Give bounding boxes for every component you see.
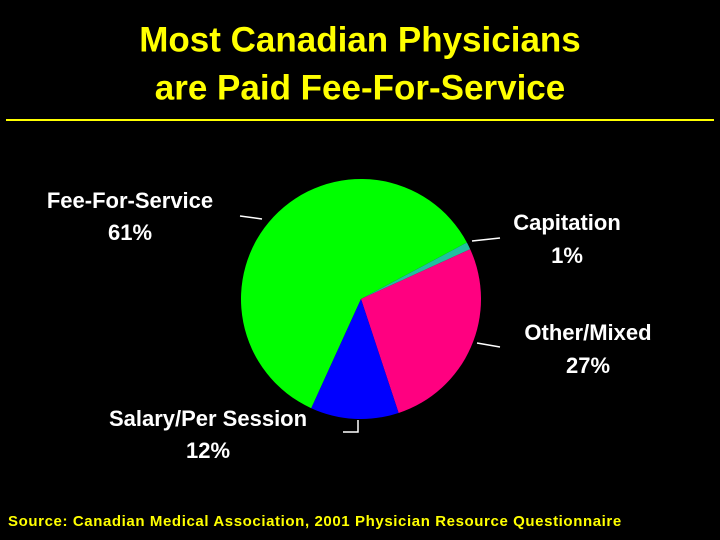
slice-label: Capitation	[513, 210, 621, 235]
pie-slice	[311, 299, 399, 419]
pie-slice	[241, 179, 467, 409]
leader-line	[476, 342, 501, 348]
title-line: are Paid Fee-For-Service	[155, 68, 565, 107]
pie-slice	[361, 242, 471, 299]
slice-value-label: 1%	[551, 243, 583, 268]
source: Source: Canadian Medical Association, 20…	[8, 513, 622, 530]
slice-value-label: 61%	[108, 220, 152, 245]
pie-slice	[361, 249, 481, 413]
slice-label: Salary/Per Session	[109, 406, 307, 431]
leader-line	[239, 215, 263, 220]
leader-line	[343, 420, 359, 433]
slice-label: Fee-For-Service	[47, 188, 213, 213]
slice-value-label: 27%	[566, 353, 610, 378]
title-line: Most Canadian Physicians	[139, 20, 581, 59]
slice-label: Other/Mixed	[524, 320, 651, 345]
slice-value-label: 12%	[186, 438, 230, 463]
leader-line	[471, 237, 501, 242]
